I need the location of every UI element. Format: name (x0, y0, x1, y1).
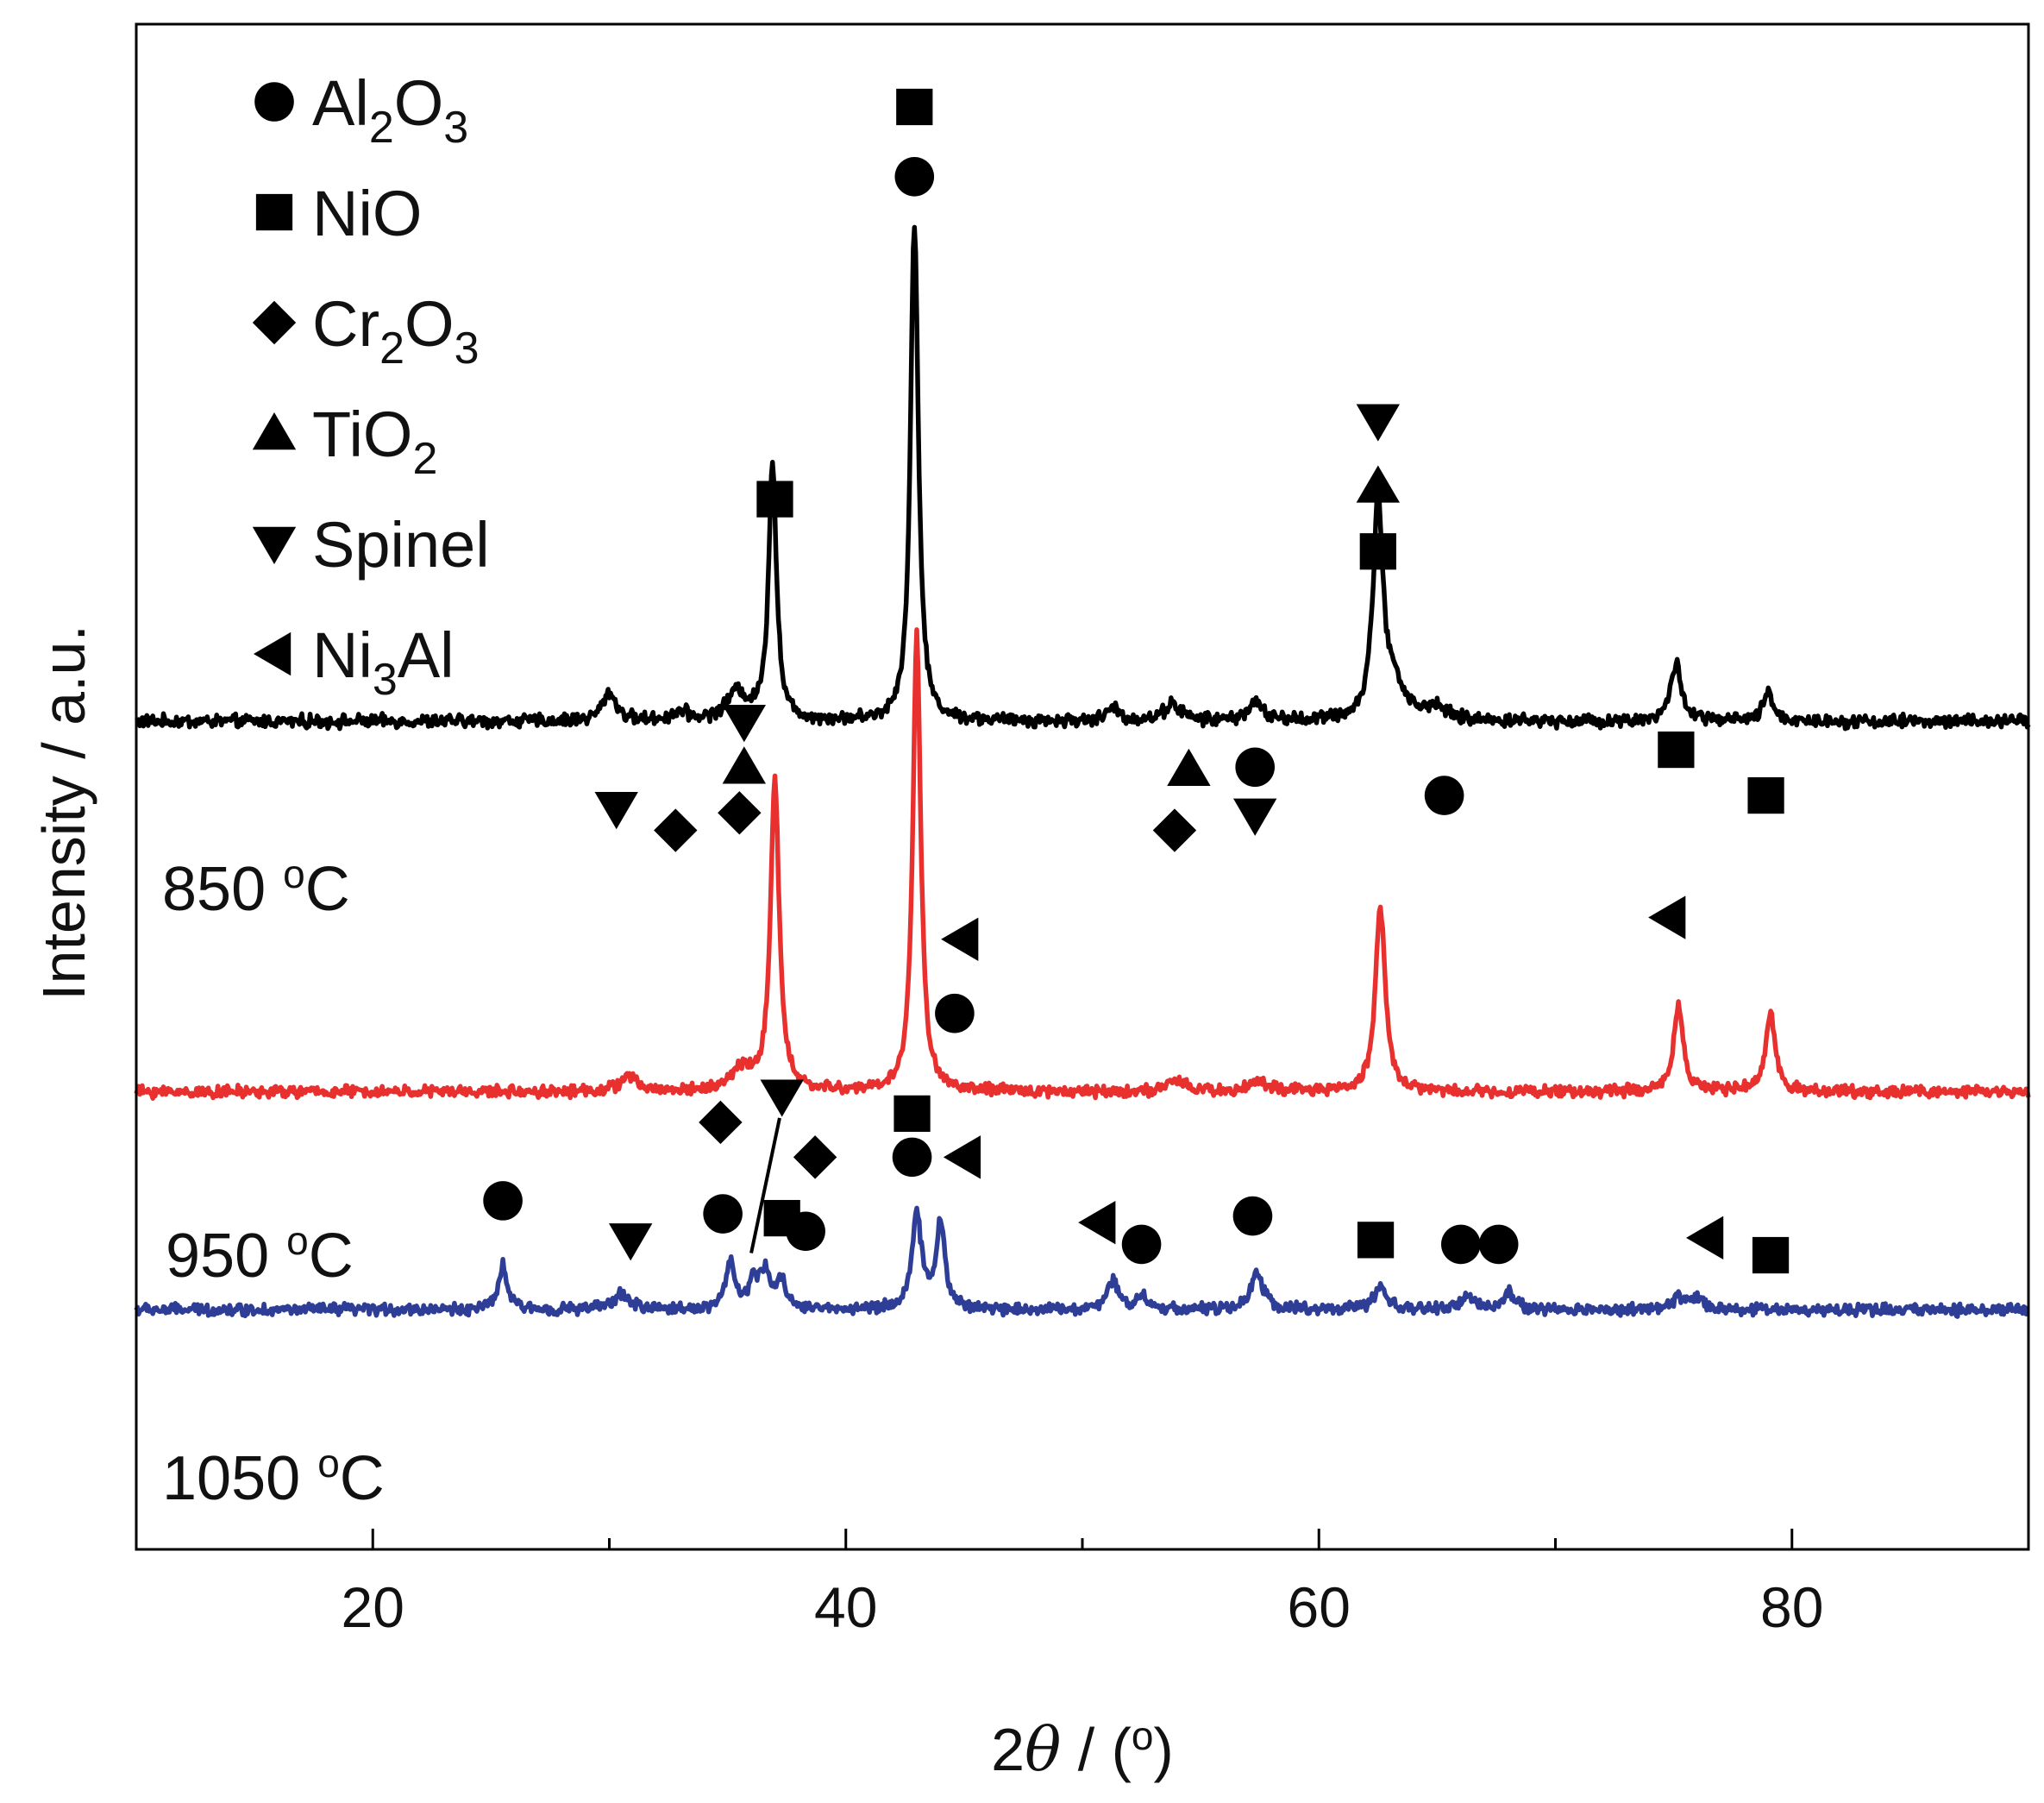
annotation-marker-circle-30 (892, 1137, 932, 1178)
annotation-marker-square-29 (893, 1095, 931, 1132)
annotation-marker-square-35 (1357, 1222, 1395, 1259)
legend-marker-5 (254, 631, 292, 676)
legend-label-4: Spinel (312, 509, 490, 581)
annotation-marker-circle-6 (894, 157, 935, 197)
annotation-marker-diamond-2 (718, 791, 762, 835)
annotation-marker-circle-10 (1235, 747, 1276, 788)
annotation-marker-diamond-8 (1152, 808, 1197, 852)
annotation-marker-circle-34 (1232, 1196, 1273, 1236)
legend-marker-1 (255, 193, 293, 231)
legend-marker-2 (252, 300, 297, 345)
annotation-marker-circle-21 (483, 1181, 523, 1221)
legend-marker-3 (252, 412, 297, 450)
annotation-marker-triangle-down-25 (760, 1079, 804, 1117)
annotation-marker-diamond-24 (699, 1100, 743, 1145)
annotation-marker-square-17 (1747, 776, 1784, 814)
series-line-0 (135, 224, 2031, 732)
annotation-marker-square-16 (1658, 731, 1695, 769)
temperature-label-1: 950 oC (166, 1218, 354, 1291)
annotation-marker-triangle-down-11 (1233, 798, 1277, 836)
annotation-marker-square-7 (896, 88, 933, 126)
annotation-marker-triangle-up-9 (1167, 748, 1211, 786)
legend-label-5: Ni3Al (312, 619, 455, 705)
annotation-marker-circle-33 (1121, 1224, 1162, 1265)
annotation-marker-triangle-left-32 (1078, 1200, 1116, 1245)
annotation-marker-triangle-left-18 (941, 917, 979, 961)
annotation-marker-triangle-down-4 (722, 705, 767, 743)
annotation-marker-triangle-left-31 (943, 1135, 981, 1179)
x-tick-label-3: 80 (1760, 1575, 1823, 1639)
annotation-marker-circle-19 (935, 993, 975, 1033)
annotation-marker-diamond-28 (793, 1135, 837, 1179)
annotation-marker-diamond-1 (654, 808, 698, 852)
annotation-marker-triangle-up-13 (1356, 465, 1401, 503)
series-line-1 (134, 627, 2031, 1101)
annotation-marker-square-5 (756, 481, 793, 518)
annotation-marker-square-39 (1752, 1236, 1790, 1274)
legend-label-1: NiO (312, 178, 422, 249)
annotation-marker-triangle-down-0 (594, 792, 638, 830)
annotation-marker-circle-37 (1478, 1224, 1519, 1265)
plot-frame (135, 22, 2030, 1551)
temperature-label-0: 850 oC (162, 851, 350, 924)
annotation-marker-circle-23 (703, 1194, 743, 1234)
x-axis-title: 2θ / (o) (991, 1713, 1174, 1785)
x-tick-label-2: 60 (1288, 1575, 1351, 1639)
legend-label-3: TiO2 (312, 399, 437, 484)
annotation-marker-circle-36 (1441, 1224, 1481, 1265)
legend-label-0: Al2O3 (312, 67, 468, 153)
annotation-marker-triangle-up-3 (722, 746, 767, 784)
y-axis-title: Intensity / a.u. (30, 625, 97, 1001)
annotation-marker-square-12 (1359, 533, 1396, 570)
annotation-marker-triangle-down-14 (1356, 404, 1401, 442)
annotation-marker-circle-27 (786, 1211, 825, 1252)
temperature-label-2: 1050 oC (162, 1441, 385, 1513)
legend-marker-0 (254, 82, 294, 122)
x-tick-label-1: 40 (814, 1575, 877, 1639)
annotation-marker-circle-15 (1424, 776, 1464, 815)
legend-label-2: Cr2O3 (312, 288, 480, 374)
annotation-marker-triangle-down-22 (608, 1223, 653, 1261)
annotation-marker-triangle-left-20 (1648, 895, 1686, 939)
annotation-marker-triangle-left-38 (1686, 1216, 1724, 1260)
legend-marker-4 (252, 526, 297, 564)
series-line-2 (134, 1205, 2030, 1319)
x-tick-label-0: 20 (342, 1575, 404, 1639)
annotation-leader-line (749, 1117, 781, 1253)
